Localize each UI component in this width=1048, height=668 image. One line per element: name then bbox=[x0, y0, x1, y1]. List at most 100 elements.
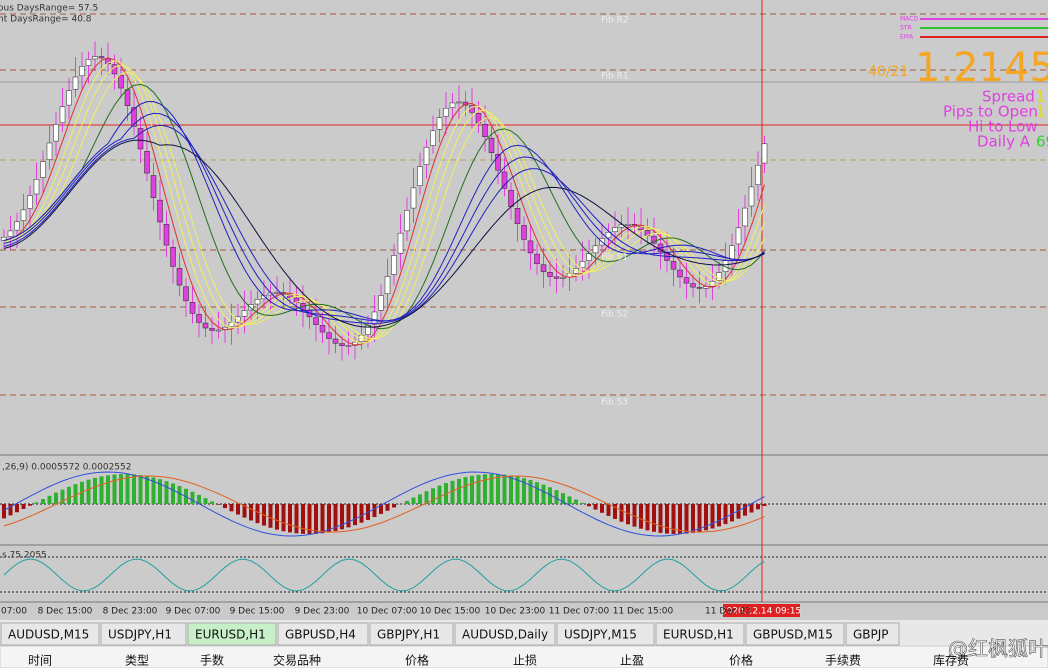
macd-bar bbox=[385, 504, 390, 511]
macd-bar bbox=[567, 496, 572, 504]
macd-bar bbox=[15, 504, 19, 513]
column-label[interactable]: 库存费 bbox=[933, 653, 969, 668]
candle bbox=[72, 76, 79, 90]
tab-label[interactable]: AUDUSD,M15 bbox=[8, 628, 89, 642]
stoch-label: s 75.2055 bbox=[2, 551, 47, 561]
column-label[interactable]: 止盈 bbox=[620, 654, 644, 668]
macd-bar bbox=[743, 504, 747, 516]
macd-bar bbox=[86, 479, 91, 504]
macd-bar bbox=[112, 474, 117, 504]
candle bbox=[274, 292, 280, 294]
macd-bar bbox=[619, 504, 624, 522]
candle bbox=[215, 329, 222, 332]
macd-bar bbox=[268, 504, 273, 528]
macd-bar bbox=[21, 504, 26, 509]
candle bbox=[625, 224, 631, 226]
time-marker bbox=[723, 604, 800, 617]
candle bbox=[729, 245, 735, 260]
tab-label[interactable]: EURUSD,H1 bbox=[195, 628, 266, 642]
fib-label: Fib S3 bbox=[601, 398, 628, 408]
candle bbox=[345, 345, 352, 347]
price: 1.2145 bbox=[915, 45, 1048, 91]
column-label[interactable]: 类型 bbox=[125, 654, 149, 668]
stat-value: 1 bbox=[1036, 88, 1046, 106]
moving-average bbox=[3, 64, 765, 341]
macd-bar bbox=[255, 504, 260, 524]
macd-bar bbox=[509, 475, 513, 504]
macd-bar bbox=[502, 474, 507, 504]
tab[interactable] bbox=[454, 622, 556, 646]
candle bbox=[98, 56, 105, 59]
tab[interactable] bbox=[100, 622, 187, 646]
candle bbox=[605, 231, 612, 239]
tab-label[interactable]: GBPUSD,H4 bbox=[285, 628, 356, 642]
macd-bar bbox=[580, 502, 585, 504]
macd-bar bbox=[372, 504, 377, 518]
tab-label[interactable]: GBPJPY,H1 bbox=[377, 628, 440, 642]
macd-bar bbox=[710, 504, 715, 529]
candle bbox=[553, 276, 560, 279]
macd-bar bbox=[93, 477, 97, 504]
price-plot bbox=[1, 41, 768, 592]
tab[interactable] bbox=[556, 622, 655, 646]
tab[interactable] bbox=[845, 622, 900, 646]
tab[interactable] bbox=[187, 622, 277, 646]
macd-bar bbox=[639, 504, 643, 529]
macd-bar bbox=[606, 504, 611, 516]
column-label[interactable]: 价格 bbox=[405, 653, 429, 668]
macd-bar bbox=[73, 484, 78, 504]
macd-bar bbox=[67, 486, 71, 504]
candle bbox=[157, 199, 163, 223]
candle bbox=[527, 240, 534, 254]
macd-bar bbox=[229, 504, 234, 512]
macd-bar bbox=[80, 481, 84, 504]
macd-bar bbox=[99, 476, 104, 504]
tab-label[interactable]: USDJPY,H1 bbox=[108, 628, 172, 642]
macd-bar bbox=[34, 502, 39, 504]
macd-bar bbox=[197, 494, 201, 504]
macd-bar bbox=[333, 504, 338, 531]
tab-label[interactable]: AUDUSD,Daily bbox=[462, 628, 548, 642]
column-label[interactable]: 手数 bbox=[200, 653, 224, 668]
info: ous DaysRange= 57.5 bbox=[0, 4, 98, 14]
tab[interactable] bbox=[369, 622, 454, 646]
tab-label[interactable]: USDJPY,M15 bbox=[564, 628, 637, 642]
tab-label[interactable]: GBPJP bbox=[853, 628, 889, 642]
macd-bar bbox=[359, 504, 364, 523]
macd-bar bbox=[528, 480, 533, 504]
candle bbox=[748, 186, 755, 207]
column-label[interactable]: 交易品种 bbox=[273, 653, 321, 668]
macd-bar bbox=[522, 478, 526, 504]
column-label[interactable]: 价格 bbox=[729, 653, 753, 668]
column-label[interactable]: 时间 bbox=[28, 654, 52, 668]
candle bbox=[670, 261, 677, 270]
macd-bar bbox=[164, 481, 169, 504]
tab[interactable] bbox=[0, 622, 100, 646]
candle bbox=[196, 314, 202, 323]
tab[interactable] bbox=[277, 622, 369, 646]
macd-bar bbox=[652, 504, 656, 532]
stoch-line bbox=[3, 558, 765, 592]
candle bbox=[456, 101, 462, 104]
macd-bar bbox=[301, 504, 305, 534]
candle bbox=[144, 151, 150, 174]
macd-bar bbox=[242, 504, 247, 518]
candle bbox=[170, 247, 176, 267]
tab-label[interactable]: EURUSD,H1 bbox=[663, 628, 734, 642]
candle bbox=[514, 208, 521, 225]
macd-bar bbox=[203, 498, 208, 504]
tab-label[interactable]: GBPUSD,M15 bbox=[753, 628, 833, 642]
macd-bar bbox=[340, 504, 344, 530]
macd-bar bbox=[736, 504, 741, 519]
candle bbox=[332, 338, 339, 344]
macd-bar bbox=[216, 504, 221, 505]
tab[interactable] bbox=[655, 622, 745, 646]
candle bbox=[430, 130, 436, 146]
macd-bar bbox=[294, 504, 299, 534]
candle bbox=[131, 107, 137, 127]
tab[interactable] bbox=[745, 622, 845, 646]
column-label[interactable]: 手续费 bbox=[825, 654, 861, 668]
column-label[interactable]: 止损 bbox=[513, 654, 537, 668]
time-label: 11 Dec 23 bbox=[705, 607, 751, 617]
candle bbox=[124, 89, 131, 106]
